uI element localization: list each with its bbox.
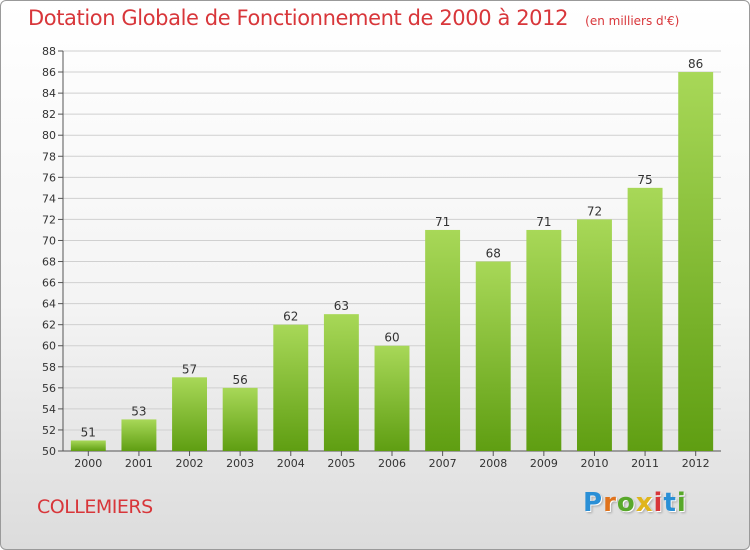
bar	[172, 377, 208, 451]
data-label: 75	[637, 173, 652, 187]
y-tick-label: 62	[42, 319, 56, 332]
y-tick-label: 82	[42, 108, 56, 121]
x-tick-label: 2007	[429, 457, 457, 470]
data-label: 63	[334, 299, 349, 313]
y-tick-label: 68	[42, 256, 56, 269]
bar	[678, 72, 714, 451]
logo-letter: o	[616, 488, 636, 518]
bars	[70, 72, 714, 451]
y-tick-label: 54	[42, 403, 56, 416]
bar	[121, 419, 157, 451]
x-tick-label: 2012	[682, 457, 710, 470]
y-tick-label: 86	[42, 66, 56, 79]
bar	[627, 187, 663, 451]
data-label: 72	[587, 204, 602, 218]
bar	[222, 387, 258, 451]
y-tick-label: 74	[42, 192, 56, 205]
y-tick-label: 80	[42, 129, 56, 142]
y-tick-label: 88	[42, 45, 56, 58]
bar	[425, 229, 461, 451]
bar	[374, 345, 410, 451]
data-label: 56	[233, 373, 248, 387]
data-label: 86	[688, 57, 703, 71]
x-tick-label: 2002	[176, 457, 204, 470]
y-tick-label: 84	[42, 87, 56, 100]
y-tick-label: 72	[42, 213, 56, 226]
bar	[526, 229, 562, 451]
bar	[576, 219, 612, 451]
data-label: 57	[182, 362, 197, 376]
x-tick-label: 2000	[74, 457, 102, 470]
logo-letter: P	[583, 488, 604, 518]
data-label: 60	[384, 331, 399, 345]
x-tick-label: 2009	[530, 457, 558, 470]
x-tick-label: 2008	[479, 457, 507, 470]
logo-letter: i	[653, 488, 664, 518]
chart-subtitle: (en milliers d'€)	[585, 14, 680, 28]
y-tick-label: 70	[42, 234, 56, 247]
commune-name: COLLEMIERS	[37, 496, 153, 518]
logo-letter: x	[635, 488, 654, 518]
data-labels: 51 53 57 56 62 63 60 71 68 71 72 75 86	[81, 57, 704, 439]
x-tick-label: 2001	[125, 457, 153, 470]
title-row: Dotation Globale de Fonctionnement de 20…	[28, 6, 679, 30]
x-tick-label: 2010	[580, 457, 608, 470]
logo-letter: r	[603, 488, 617, 518]
x-tick-label: 2005	[327, 457, 355, 470]
y-tick-label: 50	[42, 445, 56, 458]
x-tick-label: 2011	[631, 457, 659, 470]
chart-title: Dotation Globale de Fonctionnement de 20…	[28, 6, 569, 30]
y-tick-label: 66	[42, 277, 56, 290]
data-label: 51	[81, 425, 96, 439]
bar	[323, 314, 359, 451]
x-tick-label: 2006	[378, 457, 406, 470]
data-label: 68	[486, 247, 501, 261]
y-tick-label: 60	[42, 340, 56, 353]
y-tick-label: 78	[42, 150, 56, 163]
y-tick-label: 76	[42, 171, 56, 184]
x-tick-label: 2004	[277, 457, 305, 470]
data-label: 53	[131, 404, 146, 418]
y-tick-label: 64	[42, 298, 56, 311]
data-label: 71	[435, 215, 450, 229]
data-label: 62	[283, 310, 298, 324]
bar	[475, 261, 511, 451]
bar	[273, 324, 309, 451]
y-tick-label: 58	[42, 361, 56, 374]
bar	[70, 440, 106, 451]
data-label: 71	[536, 215, 551, 229]
y-tick-label: 56	[42, 382, 56, 395]
x-tick-label: 2003	[226, 457, 254, 470]
y-tick-label: 52	[42, 424, 56, 437]
logo-letter: i	[676, 488, 687, 518]
logo-letter: t	[663, 488, 677, 518]
proxiti-logo: Proxiti	[583, 488, 687, 518]
